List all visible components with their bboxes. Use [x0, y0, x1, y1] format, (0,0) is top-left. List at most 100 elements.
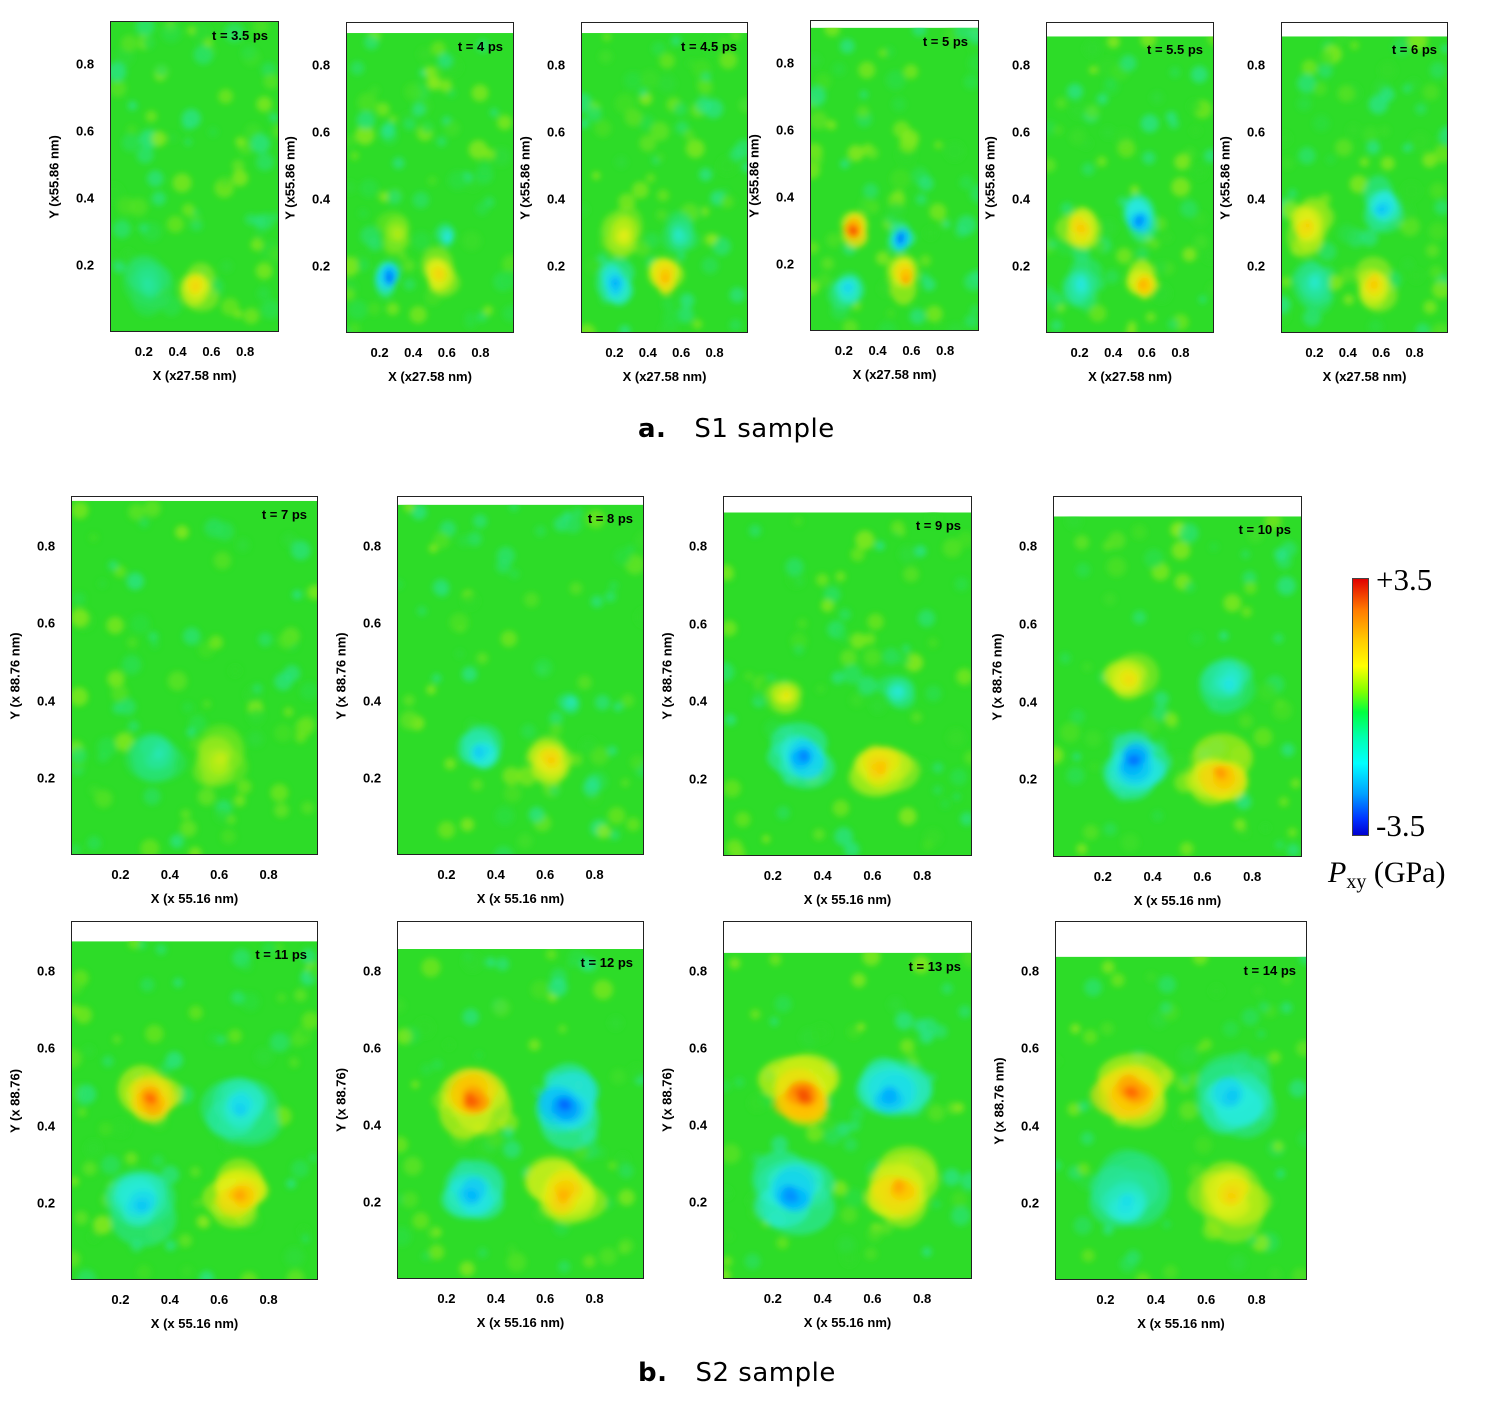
y-axis-label: Y (x 88.76) [659, 1067, 675, 1133]
x-axis-label: X (x 55.16 nm) [476, 1315, 565, 1330]
x-axis-label: X (x 55.16 nm) [150, 891, 239, 906]
colorbar-title-unit: (GPa) [1373, 856, 1446, 889]
y-axis-label: Y (x55.86 nm) [1217, 135, 1233, 220]
stress-feature-2 [1124, 675, 1135, 684]
y-tick-label: 0.2 [776, 256, 795, 272]
heatmap-texture [1282, 36, 1447, 332]
y-axis-label: Y (x55.86 nm) [517, 135, 533, 220]
y-tick-label: 0.2 [37, 770, 56, 786]
stress-feature-0 [1126, 1086, 1138, 1096]
stress-feature-2 [1371, 280, 1378, 287]
y-axis-label: Y (x55.86 nm) [46, 134, 62, 219]
time-label: t = 7 ps [261, 506, 307, 522]
x-tick-label: 0.2 [111, 1292, 130, 1307]
x-tick-label: 0.6 [1193, 869, 1212, 884]
x-tick-label: 0.6 [536, 867, 555, 882]
x-tick-label: 0.6 [1197, 1292, 1216, 1307]
time-label: t = 9 ps [915, 518, 961, 534]
caption-b-letter: b. [638, 1358, 668, 1388]
x-tick-label: 0.6 [437, 345, 456, 360]
x-tick-label: 0.2 [605, 345, 624, 360]
time-label: t = 13 ps [908, 958, 961, 974]
y-tick-label: 0.2 [1021, 1195, 1040, 1211]
stress-feature-0 [798, 748, 809, 759]
heatmap-texture [347, 33, 513, 332]
y-axis-label: Y (x55.86 nm) [282, 135, 298, 220]
y-tick-label: 0.8 [76, 56, 95, 72]
time-label: t = 6 ps [1391, 42, 1437, 58]
y-tick-label: 0.8 [689, 538, 708, 554]
y-tick-label: 0.6 [37, 615, 56, 631]
stress-feature-3 [558, 1192, 568, 1204]
x-tick-label: 0.6 [902, 343, 921, 358]
y-tick-label: 0.8 [363, 963, 382, 979]
heatmap-texture [398, 948, 643, 1277]
x-tick-label: 0.2 [1070, 345, 1089, 360]
stress-feature-2 [568, 700, 573, 704]
y-tick-label: 0.2 [363, 1194, 382, 1210]
heatmap-texture [111, 22, 278, 324]
x-tick-label: 0.2 [1096, 1292, 1115, 1307]
heatmap-texture [72, 941, 317, 1279]
y-axis-label: Y (x 88.76 nm) [7, 631, 23, 720]
y-tick-label: 0.8 [1021, 963, 1040, 979]
y-tick-label: 0.8 [1019, 538, 1038, 554]
y-tick-label: 0.4 [1247, 191, 1266, 207]
x-tick-label: 0.8 [259, 1292, 278, 1307]
y-tick-label: 0.6 [1021, 1040, 1040, 1056]
y-tick-label: 0.4 [547, 191, 566, 207]
colorbar [1352, 578, 1369, 836]
x-tick-label: 0.8 [1171, 345, 1190, 360]
heatmap-field [1047, 36, 1213, 332]
stress-feature-1 [234, 1102, 245, 1113]
x-tick-label: 0.8 [913, 1291, 932, 1306]
x-tick-label: 0.4 [813, 868, 832, 883]
x-tick-label: 0.8 [1247, 1292, 1266, 1307]
time-label: t = 5 ps [922, 33, 968, 49]
caption-b: b. S2 sample [638, 1358, 836, 1388]
y-tick-label: 0.4 [363, 693, 382, 709]
time-label: t = 14 ps [1243, 962, 1296, 978]
y-tick-label: 0.8 [1012, 57, 1031, 73]
heatmap-texture [72, 500, 317, 854]
y-tick-label: 0.6 [76, 123, 95, 139]
y-tick-label: 0.8 [37, 538, 56, 554]
x-axis-label: X (x 55.16 nm) [1133, 893, 1222, 908]
x-tick-label: 0.4 [486, 867, 505, 882]
stress-feature-0 [193, 282, 200, 290]
x-tick-label: 0.2 [370, 345, 389, 360]
stress-feature-1 [898, 235, 903, 241]
time-label: t = 10 ps [1238, 522, 1291, 538]
stress-feature-0 [464, 1095, 477, 1108]
stress-feature-1 [1377, 205, 1384, 213]
y-tick-label: 0.4 [689, 693, 708, 709]
heatmap-field [111, 22, 278, 331]
heatmap-plot-area: t = 11 ps [71, 921, 318, 1280]
x-tick-label: 0.4 [404, 345, 423, 360]
x-tick-label: 0.4 [813, 1291, 832, 1306]
heatmap-plot-area: t = 7 ps [71, 496, 318, 855]
x-tick-label: 0.6 [210, 867, 229, 882]
stress-feature-0 [1077, 224, 1085, 231]
y-axis-label: Y (x 88.76 nm) [991, 1056, 1007, 1145]
y-tick-label: 0.8 [547, 57, 566, 73]
y-tick-label: 0.4 [76, 190, 95, 206]
x-axis-label: X (x 55.16 nm) [150, 1316, 239, 1331]
y-tick-label: 0.6 [363, 615, 382, 631]
heatmap-plot-area: t = 3.5 ps [110, 21, 279, 332]
y-tick-label: 0.4 [312, 191, 331, 207]
x-tick-label: 0.8 [705, 345, 724, 360]
x-tick-label: 0.2 [1093, 869, 1112, 884]
heatmap-field [582, 33, 747, 332]
heatmap-field [811, 27, 978, 330]
x-tick-label: 0.6 [863, 1291, 882, 1306]
stress-feature-3 [1310, 277, 1319, 286]
x-axis-label: X (x 55.16 nm) [803, 1315, 892, 1330]
heatmap-plot-area: t = 5 ps [810, 20, 979, 331]
y-tick-label: 0.6 [689, 616, 708, 632]
x-tick-label: 0.4 [168, 344, 187, 359]
heatmap-plot-area: t = 14 ps [1055, 921, 1307, 1280]
stress-feature-1 [435, 271, 443, 278]
y-tick-label: 0.2 [363, 770, 382, 786]
y-tick-label: 0.2 [76, 257, 95, 273]
